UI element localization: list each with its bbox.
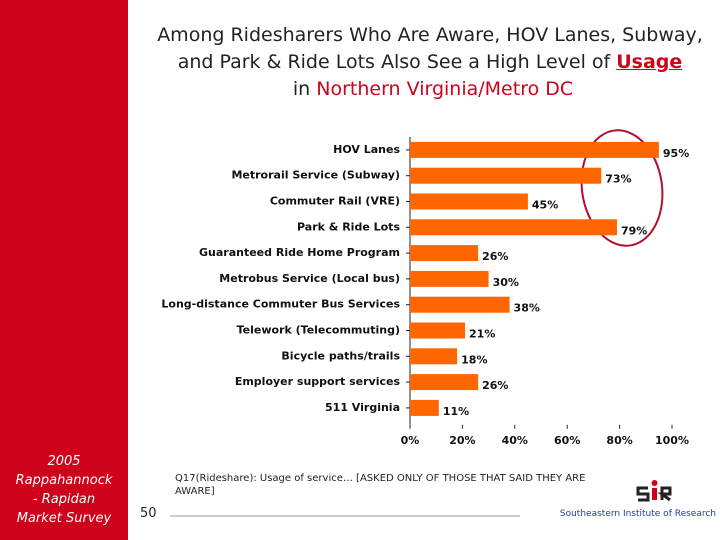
data-label: 26% (482, 250, 508, 263)
sidebar-line: - Rapidan (32, 492, 96, 507)
title-joiner: in (286, 78, 317, 100)
bar (410, 219, 617, 236)
category-label: Metrobus Service (Local bus) (219, 272, 400, 285)
highlight-circle (580, 129, 664, 247)
bar (410, 270, 489, 287)
logo-r (657, 486, 672, 502)
category-label: Park & Ride Lots (297, 220, 400, 233)
category-label: Long-distance Commuter Bus Services (161, 298, 400, 311)
data-label: 21% (469, 328, 495, 341)
category-label: 511 Virginia (325, 401, 400, 414)
x-tick-label: 100% (655, 434, 689, 447)
logo-bar (652, 488, 657, 500)
category-label: Guaranteed Ride Home Program (199, 246, 400, 259)
sidebar-text: 2005 Rappahannock - Rapidan Market Surve… (0, 452, 128, 528)
category-label: Employer support services (235, 375, 401, 388)
title-emphasis: Usage (616, 51, 683, 73)
page-number: 50 (140, 506, 157, 521)
category-label: Bicycle paths/trails (281, 349, 400, 362)
x-tick-label: 0% (401, 434, 420, 447)
bar (410, 245, 479, 262)
bar (410, 193, 528, 210)
data-label: 18% (461, 353, 487, 366)
category-label: Telework (Telecommuting) (237, 324, 400, 337)
bar (410, 399, 439, 416)
footnote: Q17(Rideshare): Usage of service… [ASKED… (175, 473, 586, 497)
sidebar-line: Rappahannock (15, 473, 113, 488)
title-region: Northern Virginia/Metro DC (316, 78, 574, 100)
category-label: Metrorail Service (Subway) (231, 169, 400, 182)
bar (410, 296, 510, 313)
bar (410, 322, 466, 339)
data-label: 30% (493, 276, 519, 289)
bar (410, 374, 479, 391)
data-label: 38% (514, 302, 540, 315)
category-label: Commuter Rail (VRE) (270, 195, 400, 208)
category-label: HOV Lanes (333, 143, 400, 156)
logo-dot (651, 480, 658, 486)
logo (636, 480, 672, 502)
sidebar: 2005 Rappahannock - Rapidan Market Surve… (0, 0, 128, 540)
data-label: 95% (663, 147, 689, 160)
data-label: 45% (532, 199, 558, 212)
data-label: 26% (482, 379, 508, 392)
organization: Southeastern Institute of Research (559, 509, 716, 519)
bar (410, 141, 659, 158)
bar (410, 167, 602, 184)
bar (410, 348, 458, 365)
data-label: 11% (443, 405, 469, 418)
data-label: 79% (621, 224, 647, 237)
title: Among Ridesharers Who Are Aware, HOV Lan… (150, 22, 710, 103)
data-label: 73% (605, 173, 631, 186)
x-tick-label: 60% (554, 434, 580, 447)
x-tick-label: 40% (502, 434, 528, 447)
title-text: Among Ridesharers Who Are Aware, HOV Lan… (157, 24, 703, 73)
logo-s (636, 486, 650, 502)
x-tick-label: 20% (449, 434, 475, 447)
x-tick-label: 80% (606, 434, 632, 447)
sidebar-line: 2005 (47, 454, 81, 469)
sidebar-line: Market Survey (16, 511, 112, 526)
